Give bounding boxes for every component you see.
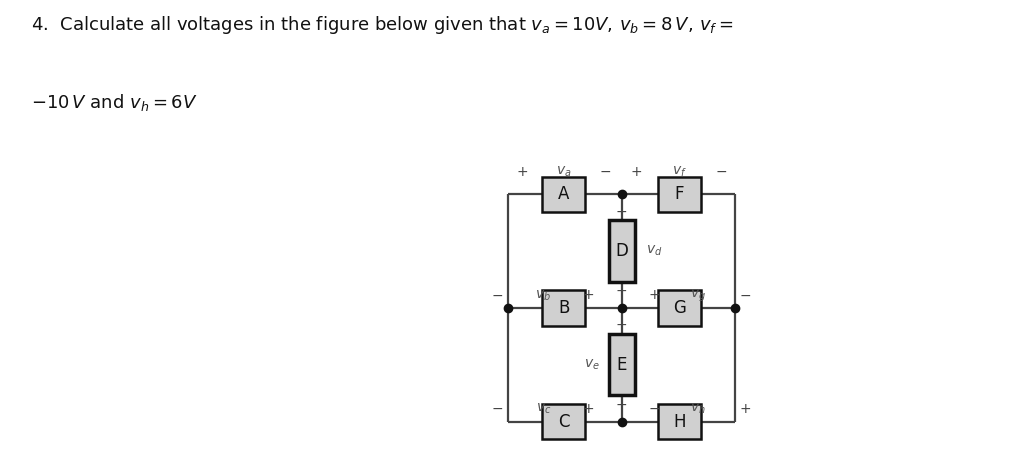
Text: +: +: [615, 318, 628, 332]
Text: −: −: [649, 402, 660, 416]
Text: −: −: [492, 289, 503, 302]
Text: $v_d$: $v_d$: [646, 244, 663, 258]
Text: B: B: [558, 299, 570, 317]
Text: −: −: [600, 165, 611, 179]
Text: F: F: [674, 185, 684, 203]
Text: C: C: [558, 413, 570, 431]
Text: +: +: [649, 289, 660, 302]
Text: $v_a$: $v_a$: [556, 164, 572, 179]
FancyBboxPatch shape: [542, 404, 585, 439]
Text: −: −: [615, 398, 628, 411]
Text: $-10\,V$ and $v_h = 6V$: $-10\,V$ and $v_h = 6V$: [31, 92, 198, 113]
Text: $v_c$: $v_c$: [536, 402, 551, 416]
Text: $v_g$: $v_g$: [690, 287, 706, 304]
Text: +: +: [583, 289, 595, 302]
Text: −: −: [740, 289, 751, 302]
Text: $v_b$: $v_b$: [536, 288, 551, 303]
Text: −: −: [716, 165, 727, 179]
FancyBboxPatch shape: [658, 177, 701, 212]
Text: $v_f$: $v_f$: [672, 164, 687, 179]
Text: $v_e$: $v_e$: [584, 358, 600, 372]
Text: D: D: [615, 242, 628, 260]
Text: −: −: [615, 204, 628, 218]
FancyBboxPatch shape: [658, 404, 701, 439]
Text: 4.  Calculate all voltages in the figure below given that $v_a = 10V,\, v_b = 8\: 4. Calculate all voltages in the figure …: [31, 14, 733, 36]
Text: H: H: [673, 413, 686, 431]
Text: +: +: [615, 284, 628, 298]
FancyBboxPatch shape: [542, 177, 585, 212]
Text: +: +: [631, 165, 642, 179]
Text: −: −: [492, 402, 503, 416]
Text: $v_h$: $v_h$: [690, 402, 706, 416]
Text: +: +: [517, 165, 528, 179]
FancyBboxPatch shape: [608, 334, 635, 395]
Text: A: A: [558, 185, 570, 203]
Text: +: +: [583, 402, 595, 416]
FancyBboxPatch shape: [658, 290, 701, 326]
FancyBboxPatch shape: [608, 220, 635, 282]
FancyBboxPatch shape: [542, 290, 585, 326]
Text: E: E: [616, 356, 627, 374]
Text: G: G: [673, 299, 686, 317]
Text: +: +: [740, 402, 751, 416]
